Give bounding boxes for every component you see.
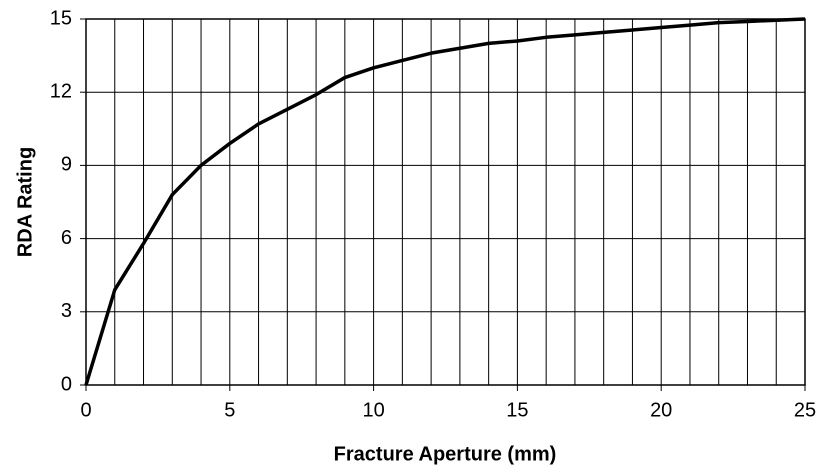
x-tick-label: 15 bbox=[506, 399, 528, 421]
y-tick-label: 6 bbox=[61, 227, 72, 249]
y-tick-label: 12 bbox=[50, 80, 72, 102]
y-tick-label: 0 bbox=[61, 373, 72, 395]
x-tick-label: 5 bbox=[224, 399, 235, 421]
x-axis-title: Fracture Aperture (mm) bbox=[334, 443, 557, 465]
y-tick-label: 3 bbox=[61, 300, 72, 322]
y-tick-label: 15 bbox=[50, 7, 72, 29]
y-tick-label: 9 bbox=[61, 154, 72, 176]
y-axis-title: RDA Rating bbox=[14, 147, 36, 257]
x-tick-label: 25 bbox=[794, 399, 816, 421]
x-tick-label: 0 bbox=[80, 399, 91, 421]
plot-frame bbox=[85, 18, 806, 386]
data-line bbox=[84, 17, 806, 386]
x-tick-label: 20 bbox=[650, 399, 672, 421]
x-tick-label: 10 bbox=[362, 399, 384, 421]
